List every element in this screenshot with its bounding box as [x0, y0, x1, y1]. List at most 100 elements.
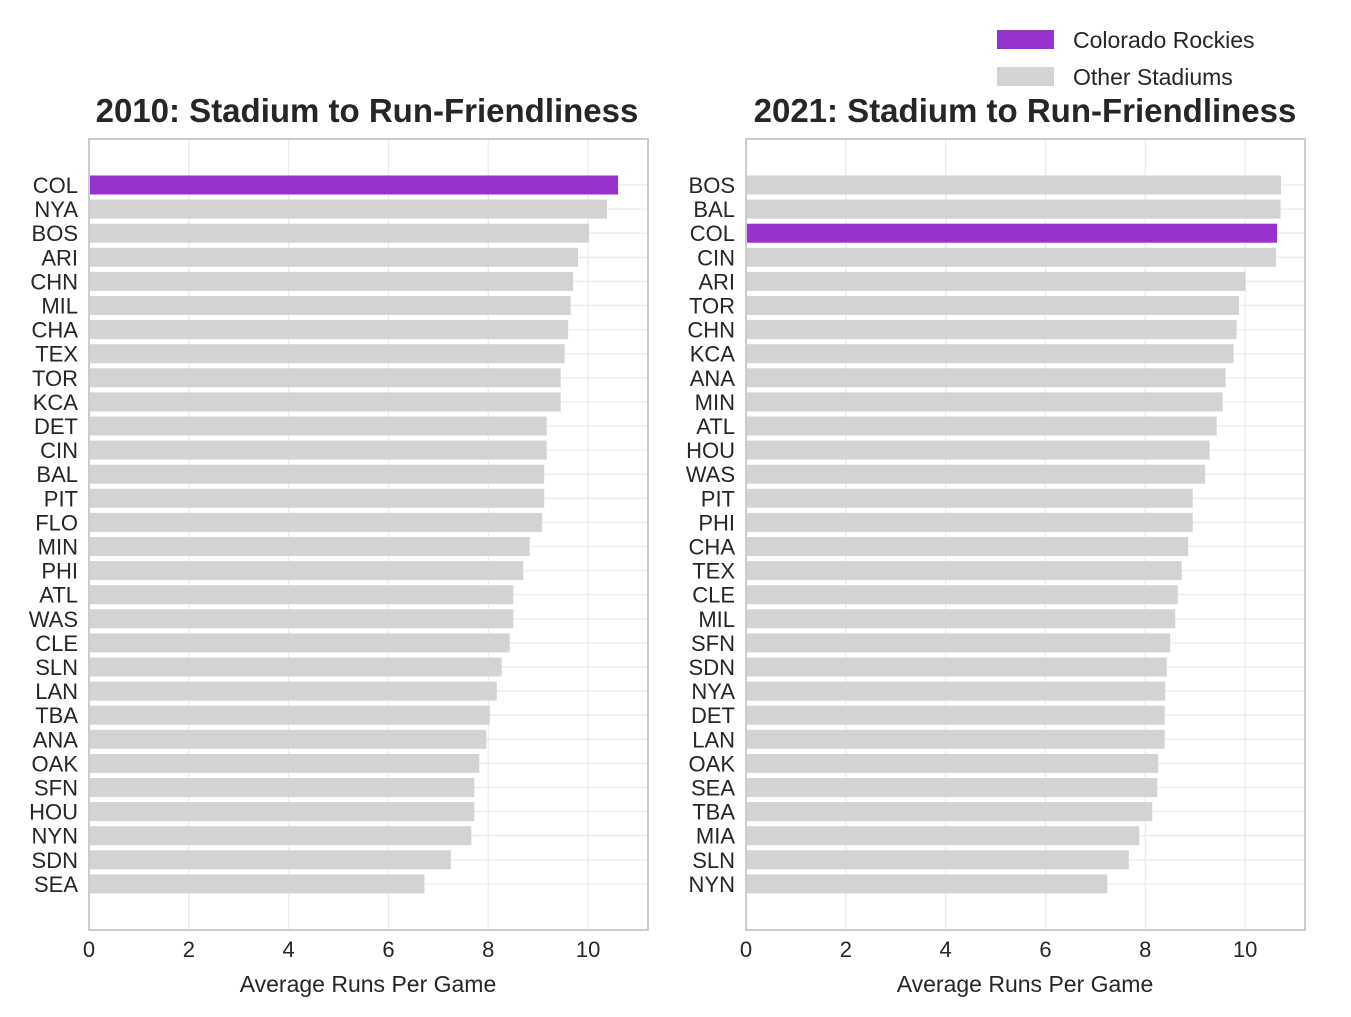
legend: Colorado Rockies Other Stadiums — [997, 27, 1255, 90]
y-tick-label: SDN — [32, 848, 78, 873]
bar-bos — [746, 175, 1282, 195]
bar-sln — [746, 850, 1129, 870]
bar-hou — [746, 440, 1210, 460]
y-tick-label: MIL — [698, 607, 735, 632]
x-tick-label: 0 — [740, 937, 752, 962]
y-tick-label: CIN — [697, 245, 735, 270]
y-tick-label: SEA — [691, 776, 735, 801]
bar-sfn — [746, 633, 1171, 653]
bar-cha — [89, 320, 569, 340]
y-tick-label: NYN — [32, 824, 78, 849]
bar-ana — [746, 368, 1226, 388]
x-tick-label: 6 — [1039, 937, 1051, 962]
legend-label-colorado-rockies: Colorado Rockies — [1073, 27, 1255, 53]
bar-tba — [89, 705, 490, 725]
y-tick-label: TOR — [689, 294, 735, 319]
bar-kca — [746, 344, 1234, 364]
y-tick-label: BAL — [36, 462, 78, 487]
y-tick-label: SLN — [692, 848, 735, 873]
x-tick-label: 10 — [576, 937, 600, 962]
chart-title-2010: 2010: Stadium to Run-Friendliness — [96, 92, 639, 129]
y-tick-label: COL — [690, 221, 735, 246]
y-tick-label: SEA — [34, 872, 78, 897]
y-tick-label: CHN — [687, 318, 735, 343]
bar-bal — [746, 199, 1281, 219]
bar-mil — [89, 296, 571, 315]
bar-sea — [746, 778, 1158, 797]
bar-flo — [89, 512, 543, 532]
y-tick-label: CHA — [689, 535, 736, 560]
bar-ari — [89, 247, 579, 267]
y-tick-label: NYN — [689, 872, 735, 897]
y-tick-label: PIT — [44, 486, 78, 511]
y-tick-label: SDN — [689, 655, 735, 680]
y-tick-label: KCA — [690, 342, 736, 367]
x-tick-label: 6 — [382, 937, 394, 962]
y-tick-label: MIN — [38, 535, 78, 560]
y-tick-label: DET — [691, 703, 735, 728]
y-tick-label: CLE — [692, 583, 735, 608]
bar-was — [89, 609, 514, 629]
x-tick-label: 10 — [1233, 937, 1257, 962]
legend-swatch-colorado-rockies — [997, 30, 1054, 49]
bar-was — [746, 464, 1206, 484]
y-tick-label: ATL — [39, 583, 78, 608]
y-tick-label: MIL — [41, 294, 78, 319]
x-tick-labels-2010: 0 2 4 6 8 10 — [83, 937, 600, 962]
bar-bos — [89, 223, 590, 243]
bar-phi — [89, 561, 524, 581]
y-tick-labels-2010: COLNYABOSARICHNMILCHATEXTORKCADETCINBALP… — [29, 173, 79, 897]
bar-oak — [746, 753, 1159, 773]
y-tick-label: TBA — [35, 703, 78, 728]
y-tick-label: PIT — [701, 486, 735, 511]
bar-ari — [746, 271, 1246, 291]
panel-2010: 2010: Stadium to Run-Friendliness Averag… — [29, 92, 649, 997]
bar-pit — [746, 488, 1193, 508]
y-tick-label: DET — [34, 414, 78, 439]
bar-sfn — [89, 778, 475, 797]
bars-2010 — [89, 175, 619, 894]
y-tick-label: ATL — [696, 414, 735, 439]
legend-swatch-other-stadiums — [997, 67, 1054, 86]
panel-2021: 2021: Stadium to Run-Friendliness Averag… — [686, 92, 1306, 997]
bar-hou — [89, 802, 475, 822]
legend-label-other-stadiums: Other Stadiums — [1073, 64, 1233, 90]
y-tick-label: NYA — [691, 679, 735, 704]
y-tick-label: SFN — [34, 776, 78, 801]
y-tick-label: HOU — [686, 438, 735, 463]
x-axis-label-2021: Average Runs Per Game — [897, 971, 1154, 997]
bar-tor — [746, 296, 1240, 315]
y-tick-label: WAS — [29, 607, 78, 632]
y-tick-label: TEX — [692, 559, 735, 584]
x-tick-label: 4 — [940, 937, 952, 962]
y-tick-label: MIA — [696, 824, 735, 849]
bar-cle — [89, 633, 510, 653]
y-tick-labels-2021: BOSBALCOLCINARITORCHNKCAANAMINATLHOUWASP… — [686, 173, 736, 897]
y-tick-label: BOS — [32, 221, 78, 246]
bar-phi — [746, 512, 1193, 532]
bar-mia — [746, 826, 1140, 846]
bar-bal — [89, 464, 545, 484]
bar-atl — [746, 416, 1217, 436]
x-tick-labels-2021: 0 2 4 6 8 10 — [740, 937, 1257, 962]
bar-lan — [89, 681, 497, 701]
bar-chn — [89, 271, 574, 291]
y-tick-label: PHI — [41, 559, 78, 584]
x-tick-label: 8 — [1139, 937, 1151, 962]
bar-chn — [746, 320, 1237, 340]
y-tick-label: ANA — [33, 727, 79, 752]
y-tick-label: LAN — [35, 679, 78, 704]
y-tick-label: TBA — [692, 800, 735, 825]
bar-ana — [89, 729, 487, 749]
x-tick-label: 8 — [482, 937, 494, 962]
bar-nya — [89, 199, 608, 219]
bar-sdn — [746, 657, 1167, 677]
y-tick-label: OAK — [689, 751, 736, 776]
bar-pit — [89, 488, 545, 508]
bar-cle — [746, 585, 1178, 605]
y-tick-label: TEX — [35, 342, 78, 367]
bar-tex — [746, 561, 1182, 581]
y-tick-label: OAK — [32, 751, 79, 776]
bar-lan — [746, 729, 1165, 749]
